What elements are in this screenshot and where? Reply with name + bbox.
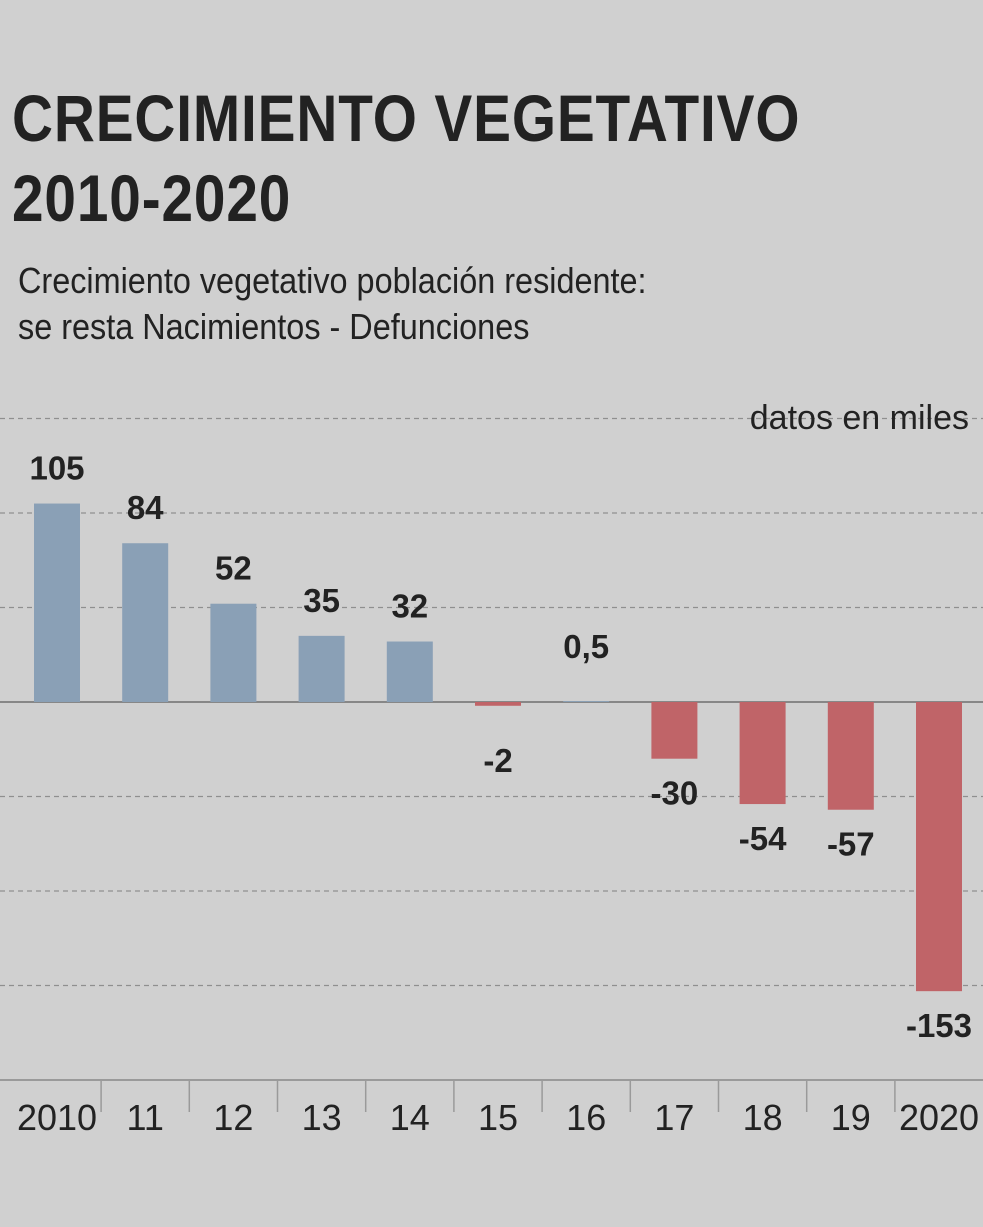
x-tick-label-2010: 2010 bbox=[17, 1097, 97, 1138]
x-tick-label-13: 13 bbox=[302, 1097, 342, 1138]
value-label-2020: -153 bbox=[906, 1007, 972, 1044]
bar-13 bbox=[298, 635, 345, 702]
x-tick-label-12: 12 bbox=[213, 1097, 253, 1138]
value-labels: 105 84 52 35 32 -2 0,5 -30 -54 -57 -153 bbox=[29, 450, 972, 1045]
bar-17 bbox=[651, 702, 698, 759]
chart-subtitle: Crecimiento vegetativo población residen… bbox=[18, 258, 900, 350]
x-tick-label-19: 19 bbox=[831, 1097, 871, 1138]
bar-16 bbox=[563, 701, 610, 702]
chart-subtitle-line-1: Crecimiento vegetativo población residen… bbox=[18, 260, 647, 301]
bar-12 bbox=[210, 603, 257, 702]
bar-2020 bbox=[916, 702, 962, 992]
value-label-19: -57 bbox=[827, 826, 875, 863]
x-tick-label-17: 17 bbox=[654, 1097, 694, 1138]
bar-15 bbox=[475, 702, 521, 706]
x-tick-label-11: 11 bbox=[127, 1097, 164, 1138]
chart-title-line-1: CRECIMIENTO VEGETATIVO bbox=[12, 81, 801, 155]
bar-11 bbox=[122, 543, 169, 702]
x-tick-label-18: 18 bbox=[743, 1097, 783, 1138]
bar-14 bbox=[386, 641, 433, 702]
value-label-15: -2 bbox=[483, 742, 512, 779]
x-tick-label-2020: 2020 bbox=[899, 1097, 979, 1138]
value-label-14: 32 bbox=[391, 588, 428, 625]
chart-title-line-2: 2010-2020 bbox=[12, 161, 292, 235]
x-axis: 2010 11 12 13 14 15 16 17 18 19 2020 bbox=[0, 1079, 983, 1138]
bars bbox=[34, 503, 962, 992]
x-tick-label-15: 15 bbox=[478, 1097, 518, 1138]
value-label-18: -54 bbox=[739, 820, 787, 857]
value-label-12: 52 bbox=[215, 550, 252, 587]
value-label-11: 84 bbox=[127, 489, 164, 526]
bar-18 bbox=[739, 702, 786, 805]
value-label-13: 35 bbox=[303, 582, 340, 619]
chart-subtitle-line-2: se resta Nacimientos - Defunciones bbox=[18, 306, 530, 347]
bar-2010 bbox=[34, 503, 80, 702]
x-tick-label-14: 14 bbox=[390, 1097, 430, 1138]
value-label-2010: 105 bbox=[29, 450, 84, 487]
value-label-17: -30 bbox=[651, 775, 699, 812]
x-tick-label-16: 16 bbox=[566, 1097, 606, 1138]
chart-title: CRECIMIENTO VEGETATIVO 2010-2020 bbox=[12, 78, 838, 238]
units-note: datos en miles bbox=[750, 399, 969, 437]
bar-19 bbox=[827, 702, 874, 810]
value-label-16: 0,5 bbox=[563, 628, 609, 665]
